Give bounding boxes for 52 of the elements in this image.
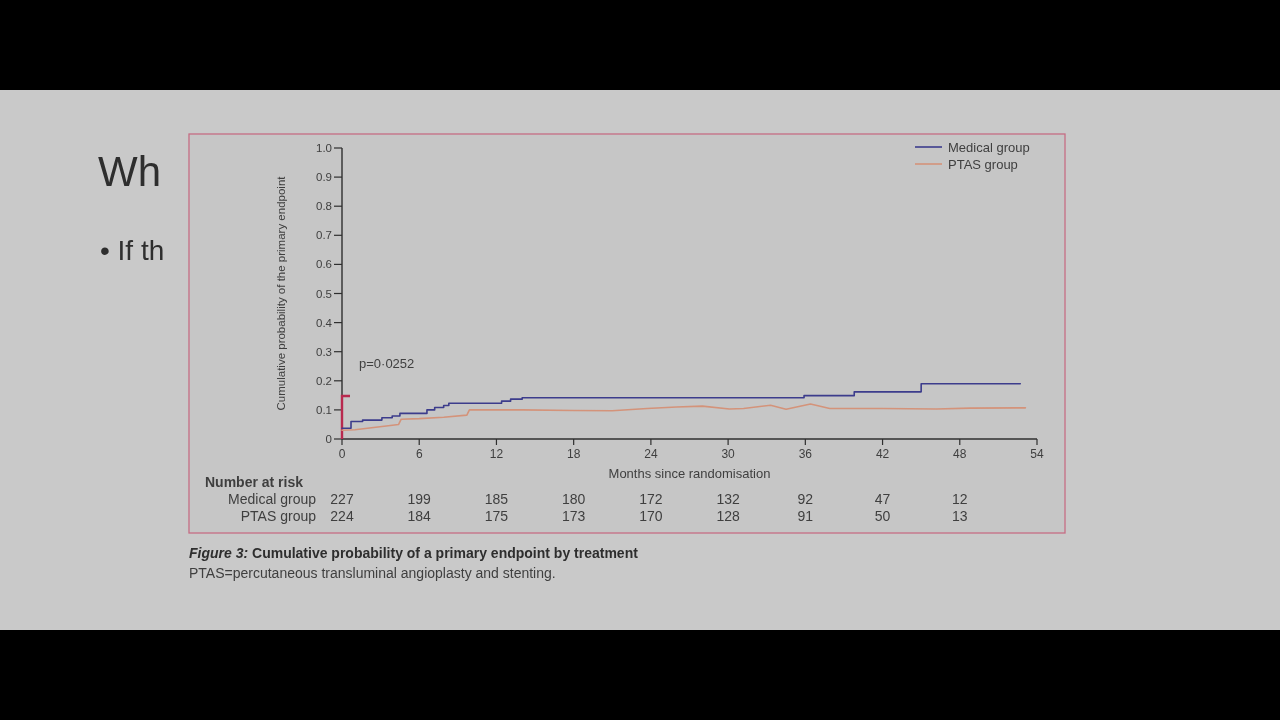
text: 227 [330,491,354,507]
x-tick-label: 6 [415,447,423,461]
legend-label: PTAS group [948,156,1018,172]
text: Number at risk [205,474,304,490]
text: 170 [639,508,663,524]
x-tick-label: 12 [489,447,504,461]
y-tick-label: 0.9 [316,171,332,184]
text: 92 [797,491,814,507]
x-tick-label: 24 [644,447,658,461]
text: 199 [407,491,432,507]
x-tick-label: 0 [338,447,346,461]
annotation: p=0·0252 [359,356,415,371]
legend-label: Medical group [948,139,1030,155]
x-tick-label: 18 [566,447,581,461]
text: 175 [484,508,509,524]
text: 50 [874,508,891,524]
x-tick-label: 36 [798,447,813,461]
text: 180 [561,491,586,507]
text: 224 [330,508,354,524]
y-tick-label: 0.2 [316,374,332,387]
text: 172 [639,491,663,507]
y-tick-label: 0.1 [316,403,332,416]
y-tick-label: 0.3 [316,345,332,358]
line-series [341,403,1027,432]
y-tick-label: 0.7 [316,229,332,242]
y-tick-label: 0.4 [316,316,333,329]
y-tick-label: 0.8 [316,200,332,213]
y-tick-label: 1.0 [316,142,332,155]
text: 12 [951,491,968,507]
text: 128 [716,508,740,524]
text: PTAS=percutaneous transluminal angioplasty and stenting. [189,565,556,581]
text: Figure 3: Cumulative probability of a primary endpoint by treatment [189,545,639,561]
text: 184 [407,508,432,524]
y-axis-title: Cumulative probability of the primary endpoint [275,175,287,411]
y-tick-label: 0 [325,433,332,446]
text: 91 [797,508,814,524]
text: Medical group [228,491,317,507]
x-axis-title: Months since randomisation [608,466,771,481]
text: 132 [716,491,740,507]
text: • If th [100,235,165,266]
text: PTAS group [240,508,317,524]
text: Wh [98,148,161,195]
text: 173 [561,508,586,524]
x-tick-label: 42 [875,447,890,461]
x-tick-label: 54 [1030,447,1044,461]
x-tick-label: 30 [721,447,736,461]
y-tick-label: 0.5 [316,287,332,300]
text: 47 [874,491,891,507]
x-tick-label: 48 [953,447,967,461]
y-tick-label: 0.6 [316,258,332,271]
text: 185 [484,491,509,507]
text: 13 [951,508,968,524]
